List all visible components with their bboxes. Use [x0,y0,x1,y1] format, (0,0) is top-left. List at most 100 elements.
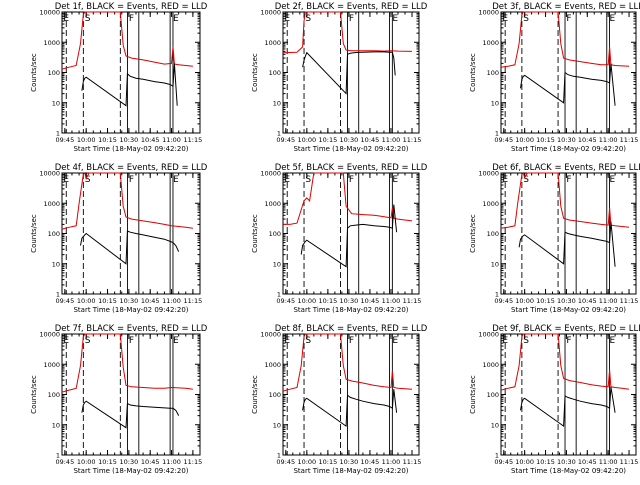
x-tick-label: 10:30 [119,458,138,466]
x-tick-label: 11:15 [403,458,422,466]
y-tick-label: 100 [269,230,281,238]
event-marker-label: E [173,175,179,185]
y-axis-label: Counts/sec [30,214,38,253]
x-tick-label: 10:45 [578,297,597,305]
event-marker-label: E [610,175,616,185]
y-axis-label: Counts/sec [469,214,477,253]
x-tick-label: 10:15 [98,136,117,144]
y-axis-label: Counts/sec [251,375,259,414]
panel-title: Det 3f, BLACK = Events, RED = LLD [492,2,640,12]
x-tick-label: 09:45 [55,136,74,144]
x-tick-label: 10:30 [557,136,576,144]
y-tick-label: 10000 [478,331,499,339]
y-tick-label: 10 [273,421,281,429]
x-tick-label: 10:15 [536,297,555,305]
x-tick-label: 10:45 [361,458,380,466]
x-axis-label: Start Time (18-May-02 09:42:20) [511,306,626,314]
event-marker-label: F [566,336,571,346]
detector-panel: Det 8f, BLACK = Events, RED = LLD 1 10 100 1… [251,324,428,475]
x-tick-label: 11:15 [403,297,422,305]
x-tick-label: 10:45 [141,297,160,305]
x-tick-label: 11:00 [382,136,401,144]
x-tick-label: 11:15 [403,136,422,144]
event-marker-label: F [129,175,134,185]
lld-series-line [282,11,413,54]
events-series-line [300,204,398,268]
y-tick-label: 10000 [260,170,281,178]
x-tick-label: 11:15 [620,136,639,144]
x-tick-label: 11:00 [162,458,181,466]
x-tick-label: 10:15 [98,458,117,466]
x-tick-label: 09:45 [55,297,74,305]
x-tick-label: 11:15 [620,458,639,466]
y-axis-label: Counts/sec [251,214,259,253]
y-tick-label: 10000 [39,9,60,17]
event-marker-label: S [85,14,91,24]
y-axis-label: Counts/sec [469,375,477,414]
x-tick-label: 09:45 [494,297,513,305]
y-tick-label: 1 [277,130,281,138]
detector-panel: Det 2f, BLACK = Events, RED = LLD 1 10 100 1… [251,2,428,153]
lld-series-line [500,172,630,229]
event-marker-label: E [502,14,508,24]
events-series-line [518,221,616,267]
event-marker-label: E [610,14,616,24]
events-series-line [302,51,396,95]
event-marker-label: E [173,14,179,24]
y-tick-label: 10 [491,421,499,429]
y-tick-label: 1 [56,130,60,138]
x-tick-label: 10:30 [340,136,359,144]
event-marker-label: F [129,14,134,24]
x-tick-label: 10:00 [515,458,534,466]
x-tick-label: 10:00 [77,458,96,466]
x-tick-label: 10:45 [141,458,160,466]
x-tick-label: 10:45 [141,136,160,144]
lld-series-line [500,333,630,391]
detector-panel: Det 4f, BLACK = Events, RED = LLD 1 10 100 1… [30,163,208,314]
x-tick-label: 11:15 [620,297,639,305]
panel-title: Det 7f, BLACK = Events, RED = LLD [55,324,208,334]
x-tick-label: 11:00 [162,136,181,144]
event-marker-label: E [502,336,508,346]
x-axis-label: Start Time (18-May-02 09:42:20) [511,467,626,475]
detector-panel: Det 7f, BLACK = Events, RED = LLD 1 10 100 1… [30,324,208,475]
x-tick-label: 10:45 [361,136,380,144]
events-series-line [520,386,616,428]
x-tick-label: 09:45 [276,297,295,305]
x-tick-label: 09:45 [494,458,513,466]
event-marker-label: F [349,175,354,185]
plot-frame [500,11,637,134]
y-tick-label: 10 [273,99,281,107]
x-tick-label: 10:00 [297,136,316,144]
y-tick-label: 10000 [260,331,281,339]
y-tick-label: 1000 [264,200,281,208]
x-tick-label: 09:45 [494,136,513,144]
y-tick-label: 1000 [482,361,499,369]
y-tick-label: 10000 [478,170,499,178]
x-tick-label: 10:30 [557,458,576,466]
y-tick-label: 100 [269,391,281,399]
event-marker-label: S [305,336,311,346]
y-tick-label: 1 [56,452,60,460]
detector-panel: Det 6f, BLACK = Events, RED = LLD 1 10 100 1… [469,163,640,314]
x-tick-label: 10:00 [77,136,96,144]
y-tick-label: 1 [495,130,499,138]
y-tick-label: 1 [277,291,281,299]
x-axis-label: Start Time (18-May-02 09:42:20) [293,467,408,475]
y-tick-label: 100 [487,230,499,238]
event-marker-label: E [63,14,69,24]
event-marker-label: E [63,175,69,185]
event-marker-label: E [173,336,179,346]
x-tick-label: 10:45 [578,458,597,466]
y-tick-label: 1000 [43,361,60,369]
events-series-line [302,389,398,428]
x-tick-label: 10:45 [361,297,380,305]
y-tick-label: 10 [52,260,60,268]
x-tick-label: 10:00 [297,458,316,466]
x-tick-label: 09:45 [276,136,295,144]
event-marker-label: F [349,336,354,346]
x-tick-label: 10:00 [515,136,534,144]
event-marker-label: E [392,336,398,346]
y-tick-label: 10 [491,260,499,268]
